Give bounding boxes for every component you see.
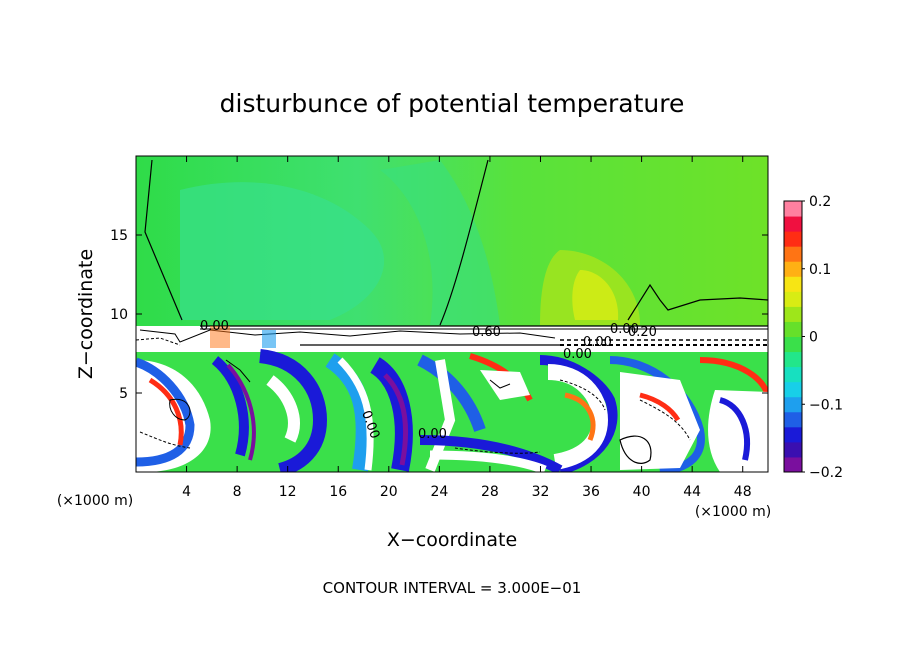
colorbar-swatch [784,261,802,277]
contour-label: 0.20 [628,325,657,340]
colorbar-swatch [784,381,802,398]
x-axis: 4 8 12 16 20 24 28 32 36 40 44 48 [182,156,752,500]
colorbar-tick-label: 0.2 [809,194,831,210]
x-tick-label: 44 [683,484,701,500]
colorbar-tick-label: 0 [809,330,818,346]
chart-title: disturbunce of potential temperature [220,89,685,118]
contour-label: 0.00 [583,335,612,350]
x-tick-label: 28 [481,484,499,500]
contour-interval-note: CONTOUR INTERVAL = 3.000E−01 [323,579,582,597]
colorbar-swatch [784,276,802,292]
x-tick-label: 8 [233,484,242,500]
x-tick-label: 12 [279,484,297,500]
colorbar-tick-label: 0.1 [809,262,831,278]
colorbar-swatch [784,456,802,473]
y-tick-label: 10 [110,307,128,323]
y-axis-label: Z−coordinate [75,249,97,379]
contour-label: 0.00 [610,322,639,337]
contour-labels: 0.00 0.60 0.00 0.00 0.00 0.20 0.00 0.00 [200,319,657,442]
y-axis: 5 10 15 [110,228,768,402]
y-tick-label: 15 [110,228,128,244]
colorbar-swatch [784,246,802,262]
colorbar-swatch [784,351,802,368]
x-tick-label: 20 [380,484,398,500]
colorbar-swatch [784,411,802,428]
y-tick-label: 5 [119,386,128,402]
colorbar-tick-label: −0.1 [809,397,843,413]
colorbar-swatch [784,321,802,337]
colorbar-tick-label: −0.2 [809,465,843,481]
contour-label: 0.00 [563,347,592,362]
x-unit-left: (×1000 m) [57,493,133,509]
colorbar-swatch [784,201,802,217]
contour-label: 0.00 [200,319,229,334]
colorbar-swatch [784,231,802,247]
x-tick-label: 16 [329,484,347,500]
contour-label: 0.00 [418,427,447,442]
colorbar-swatch [784,306,802,322]
colorbar-swatch [784,441,802,458]
colorbar-swatch [784,216,802,232]
x-tick-label: 40 [633,484,651,500]
x-tick-label: 4 [182,484,191,500]
colorbar-swatch [784,336,802,353]
colorbar: 0.2 0.1 0 −0.1 −0.2 [783,194,843,481]
colorbar-swatch [784,396,802,413]
x-tick-label: 32 [532,484,550,500]
contour-label: 0.60 [472,325,501,340]
x-tick-label: 24 [430,484,448,500]
colorbar-swatch [784,426,802,443]
colorbar-swatch [784,366,802,383]
x-tick-label: 36 [582,484,600,500]
colorbar-swatch [784,291,802,307]
x-unit-right: (×1000 m) [695,504,771,520]
x-axis-label: X−coordinate [387,529,517,551]
plot-field [136,156,768,472]
x-tick-label: 48 [734,484,752,500]
